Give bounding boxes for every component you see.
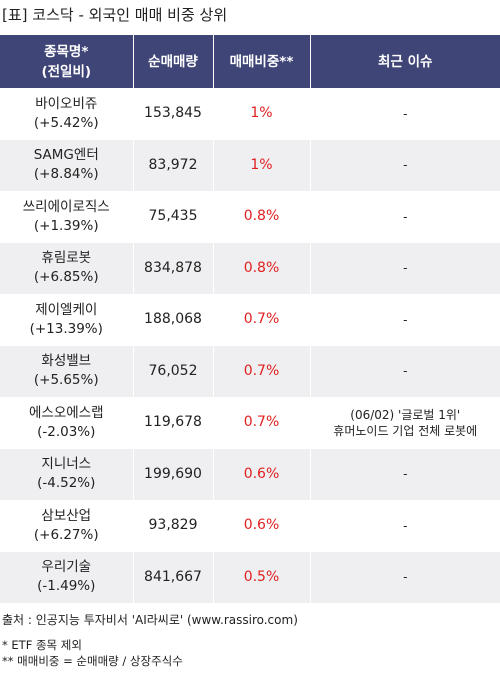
stock-name: 지니너스: [41, 456, 92, 473]
net-volume: 75,435: [133, 191, 214, 243]
recent-issue: -: [310, 139, 500, 191]
stock-cell: 에스오에스랩 (-2.03%): [0, 397, 134, 449]
stock-name: 쓰리에이로직스: [22, 198, 110, 215]
page-title: [표] 코스닥 - 외국인 매매 비중 상위: [2, 6, 228, 24]
source-note: 출처 : 인공지능 투자비서 'AI라씨로' (www.rassiro.com): [2, 613, 298, 627]
recent-issue: -: [310, 551, 500, 603]
recent-issue-line2: 휴머노이드 기업 전체 로봇에: [333, 423, 478, 438]
recent-issue: -: [310, 448, 500, 500]
table-row: 지니너스 (-4.52%) 199,690 0.6% -: [0, 448, 500, 500]
header-net-volume: 순매매량: [133, 35, 214, 88]
stock-cell: 쓰리에이로직스 (+1.39%): [0, 191, 134, 243]
recent-issue: -: [310, 242, 500, 294]
recent-issue-line1: (06/02) '글로벌 1위': [350, 407, 461, 422]
stock-name: 제이엘케이: [35, 301, 98, 318]
table-row: 삼보산업 (+6.27%) 93,829 0.6% -: [0, 500, 500, 552]
recent-issue: -: [310, 88, 500, 140]
header-recent-issue: 최근 이슈: [310, 35, 500, 88]
trade-ratio: 0.5%: [213, 551, 311, 603]
ratio-definition-note: ** 매매비중 = 순매매량 / 상장주식수: [2, 654, 183, 668]
table-row: 제이엘케이 (+13.39%) 188,068 0.7% -: [0, 294, 500, 346]
trade-ratio: 0.7%: [213, 397, 311, 449]
recent-issue-line1: -: [403, 261, 408, 276]
stock-name: 우리기술: [41, 559, 92, 576]
header-stock-name-line1: 종목명*: [44, 43, 89, 60]
net-volume: 93,829: [133, 500, 214, 552]
table-row: 바이오비쥬 (+5.42%) 153,845 1% -: [0, 88, 500, 140]
stock-cell: 삼보산업 (+6.27%): [0, 500, 134, 552]
etf-exclusion-note: * ETF 종목 제외: [2, 638, 82, 652]
table-row: 우리기술 (-1.49%) 841,667 0.5% -: [0, 551, 500, 603]
net-volume: 199,690: [133, 448, 214, 500]
stock-change: (+6.85%): [33, 269, 99, 286]
net-volume: 841,667: [133, 551, 214, 603]
stock-change: (+6.27%): [33, 526, 99, 543]
stock-name: 삼보산업: [41, 507, 92, 524]
stock-change: (+1.39%): [33, 217, 99, 234]
net-volume: 119,678: [133, 397, 214, 449]
header-trade-ratio: 매매비중**: [213, 35, 311, 88]
stock-change: (+5.65%): [33, 372, 99, 389]
stock-change: (-4.52%): [37, 475, 96, 492]
table-row: SAMG엔터 (+8.84%) 83,972 1% -: [0, 139, 500, 191]
table-row: 휴림로봇 (+6.85%) 834,878 0.8% -: [0, 242, 500, 294]
recent-issue-line1: -: [403, 364, 408, 379]
stock-name: 바이오비쥬: [35, 95, 98, 112]
net-volume: 83,972: [133, 139, 214, 191]
trade-ratio: 0.8%: [213, 242, 311, 294]
stock-change: (-1.49%): [37, 578, 96, 595]
stock-change: (+13.39%): [29, 320, 103, 337]
stock-cell: 휴림로봇 (+6.85%): [0, 242, 134, 294]
net-volume: 76,052: [133, 345, 214, 397]
recent-issue: -: [310, 294, 500, 346]
net-volume: 188,068: [133, 294, 214, 346]
net-volume: 153,845: [133, 88, 214, 140]
trade-ratio: 1%: [213, 88, 311, 140]
stock-cell: 우리기술 (-1.49%): [0, 551, 134, 603]
stock-cell: SAMG엔터 (+8.84%): [0, 139, 134, 191]
table-row: 쓰리에이로직스 (+1.39%) 75,435 0.8% -: [0, 191, 500, 243]
table-row: 에스오에스랩 (-2.03%) 119,678 0.7% (06/02) '글로벌 1위…: [0, 397, 500, 449]
recent-issue-line1: -: [403, 158, 408, 173]
foreign-trade-ratio-table: 종목명* (전일비) 순매매량 매매비중** 최근 이슈 바이오비쥬 (+5.42…: [0, 35, 500, 604]
stock-cell: 지니너스 (-4.52%): [0, 448, 134, 500]
recent-issue-line1: -: [403, 312, 408, 327]
recent-issue-line1: -: [403, 518, 408, 533]
stock-change: (+8.84%): [33, 166, 99, 183]
table-header-row: 종목명* (전일비) 순매매량 매매비중** 최근 이슈: [0, 35, 500, 88]
recent-issue: (06/02) '글로벌 1위' 휴머노이드 기업 전체 로봇에: [310, 397, 500, 449]
trade-ratio: 0.6%: [213, 448, 311, 500]
stock-name: 에스오에스랩: [28, 404, 104, 421]
trade-ratio: 0.7%: [213, 294, 311, 346]
header-stock-name-line2: (전일비): [41, 63, 92, 80]
trade-ratio: 0.7%: [213, 345, 311, 397]
header-stock-name: 종목명* (전일비): [0, 35, 134, 88]
recent-issue-line1: -: [403, 209, 408, 224]
trade-ratio: 0.6%: [213, 500, 311, 552]
stock-change: (-2.03%): [37, 423, 96, 440]
trade-ratio: 0.8%: [213, 191, 311, 243]
stock-name: 화성밸브: [41, 353, 92, 370]
stock-cell: 바이오비쥬 (+5.42%): [0, 88, 134, 140]
stock-name: SAMG엔터: [33, 147, 99, 164]
recent-issue: -: [310, 191, 500, 243]
stock-change: (+5.42%): [33, 114, 99, 131]
recent-issue-line1: -: [403, 570, 408, 585]
recent-issue: -: [310, 500, 500, 552]
table-row: 화성밸브 (+5.65%) 76,052 0.7% -: [0, 345, 500, 397]
stock-cell: 화성밸브 (+5.65%): [0, 345, 134, 397]
recent-issue-line1: -: [403, 467, 408, 482]
recent-issue: -: [310, 345, 500, 397]
stock-name: 휴림로봇: [41, 250, 92, 267]
trade-ratio: 1%: [213, 139, 311, 191]
recent-issue-line1: -: [403, 106, 408, 121]
net-volume: 834,878: [133, 242, 214, 294]
stock-cell: 제이엘케이 (+13.39%): [0, 294, 134, 346]
